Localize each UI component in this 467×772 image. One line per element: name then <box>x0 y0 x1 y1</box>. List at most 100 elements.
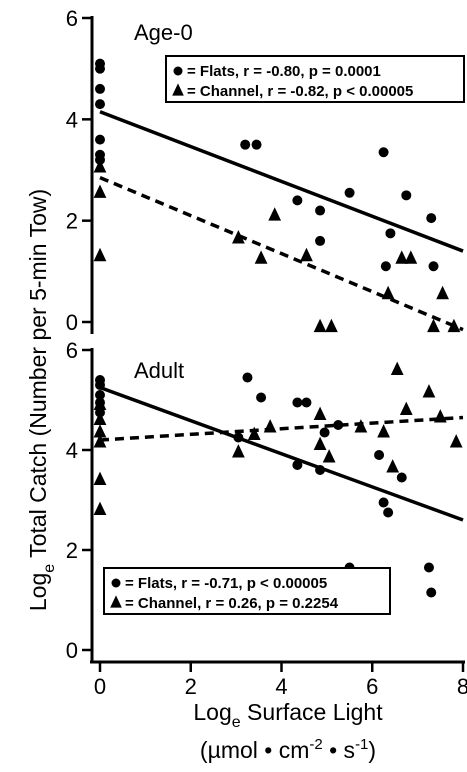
y-axis-title: Loge Total Catch (Number per 5-min Tow) <box>25 189 58 611</box>
legend-marker-flats <box>173 66 183 76</box>
y-tick-label-4: 4 <box>66 107 78 132</box>
x-units-end: ) <box>368 737 376 763</box>
point-channel-11 <box>322 449 336 463</box>
point-channel-10 <box>313 436 327 451</box>
point-channel-11 <box>404 250 418 264</box>
point-flats-4 <box>95 134 105 145</box>
point-flats-2 <box>95 390 105 400</box>
panel-adult: 0 2 4 6 Adult = Flats, r = -0.71, p < 0.00005… <box>66 338 464 663</box>
point-flats-16 <box>401 190 412 201</box>
point-flats-10 <box>301 397 312 408</box>
point-channel-3 <box>232 230 245 244</box>
point-flats-18 <box>428 261 439 272</box>
point-flats-17 <box>383 507 394 518</box>
point-flats-6 <box>256 392 267 403</box>
point-channel-1 <box>93 184 107 198</box>
fit-line-flats <box>99 385 464 522</box>
x-axis-units: (µmol • cm-2 • s-1) <box>200 736 376 763</box>
x-axis: 0 2 4 6 8 <box>90 660 467 699</box>
legend-box <box>165 55 465 103</box>
x-tick-label-0: 0 <box>94 674 106 699</box>
point-channel-6 <box>300 247 313 262</box>
legend: = Flats, r = -0.71, p < 0.00005 = Channel… <box>103 567 391 615</box>
point-flats-1 <box>95 380 105 390</box>
point-channel-7 <box>247 426 261 441</box>
point-channel-5 <box>268 207 282 221</box>
y-tick-label-0: 0 <box>66 638 78 663</box>
legend-marker-channel <box>172 83 184 96</box>
panel-title: Age-0 <box>134 20 193 45</box>
point-channel-15 <box>390 361 404 376</box>
point-channel-14 <box>447 318 461 333</box>
point-flats-8 <box>292 460 303 470</box>
point-channel-6 <box>232 444 245 458</box>
point-flats-2 <box>95 83 105 94</box>
point-flats-7 <box>233 432 244 443</box>
x-tick-label-8: 8 <box>457 674 467 699</box>
point-flats-12 <box>344 187 355 198</box>
point-channel-2 <box>93 247 107 262</box>
point-channel-7 <box>313 318 327 333</box>
legend-label-channel: = Channel, r = -0.82, p < 0.00005 <box>187 83 413 100</box>
point-channel-10 <box>395 250 409 264</box>
point-flats-14 <box>380 261 391 272</box>
point-channel-4 <box>254 250 268 264</box>
legend-label-channel: = Channel, r = 0.26, p = 0.2254 <box>125 595 339 612</box>
legend-box <box>103 567 391 615</box>
point-flats-17 <box>426 213 437 224</box>
point-flats-15 <box>385 228 396 239</box>
x-tick-label-2: 2 <box>185 674 197 699</box>
point-flats-19 <box>423 562 434 573</box>
point-channel-9 <box>381 285 395 300</box>
point-flats-9 <box>292 195 303 206</box>
point-channel-12 <box>427 318 440 333</box>
point-channel-17 <box>422 384 436 398</box>
y-axis-title-rest: Total Catch (Number per 5-min Tow) <box>25 189 51 564</box>
legend: = Flats, r = -0.80, p = 0.0001 = Channel,… <box>165 55 465 103</box>
point-channel-5 <box>93 501 107 516</box>
y-axis-title-subscript: e <box>41 564 58 573</box>
x-tick-label-6: 6 <box>366 674 378 699</box>
point-flats-13 <box>333 420 344 430</box>
point-flats-7 <box>240 139 251 150</box>
point-channel-1 <box>93 411 107 426</box>
point-flats-5 <box>242 372 253 383</box>
x-axis-title-log: Log <box>193 699 231 725</box>
fit-line-channel <box>99 175 464 332</box>
x-units-exp2: -1 <box>355 736 368 753</box>
y-tick-label-6: 6 <box>66 338 78 363</box>
point-channel-8 <box>325 318 338 333</box>
x-units-exp1: -2 <box>309 736 322 753</box>
point-channel-8 <box>263 419 277 433</box>
legend-label-flats: = Flats, r = -0.71, p < 0.00005 <box>125 575 327 592</box>
point-channel-13 <box>436 285 449 300</box>
fit-line-channel <box>99 415 464 442</box>
x-units-mid: • s <box>323 737 355 763</box>
point-channel-3 <box>93 434 107 448</box>
x-tick-label-4: 4 <box>275 674 287 699</box>
legend-marker-flats <box>111 578 121 588</box>
point-channel-4 <box>93 471 107 486</box>
point-flats-16 <box>378 497 389 508</box>
y-tick-label-2: 2 <box>66 209 78 234</box>
point-channel-0 <box>93 159 107 173</box>
x-axis-title-rest: Surface Light <box>241 699 384 725</box>
x-units-start: (µmol • cm <box>200 737 309 763</box>
point-flats-12 <box>319 427 330 438</box>
legend-marker-channel <box>110 595 122 608</box>
point-flats-13 <box>378 147 389 158</box>
point-channel-2 <box>93 424 107 438</box>
point-channel-19 <box>449 434 463 448</box>
y-tick-label-6: 6 <box>66 6 78 31</box>
point-channel-0 <box>93 396 107 411</box>
panel-title: Adult <box>134 358 184 383</box>
point-flats-10 <box>315 205 326 216</box>
point-flats-1 <box>95 63 105 74</box>
point-flats-11 <box>315 235 326 246</box>
x-axis-title-subscript: e <box>232 714 241 731</box>
y-tick-label-2: 2 <box>66 538 78 563</box>
point-channel-18 <box>433 409 447 423</box>
point-channel-16 <box>399 401 413 416</box>
